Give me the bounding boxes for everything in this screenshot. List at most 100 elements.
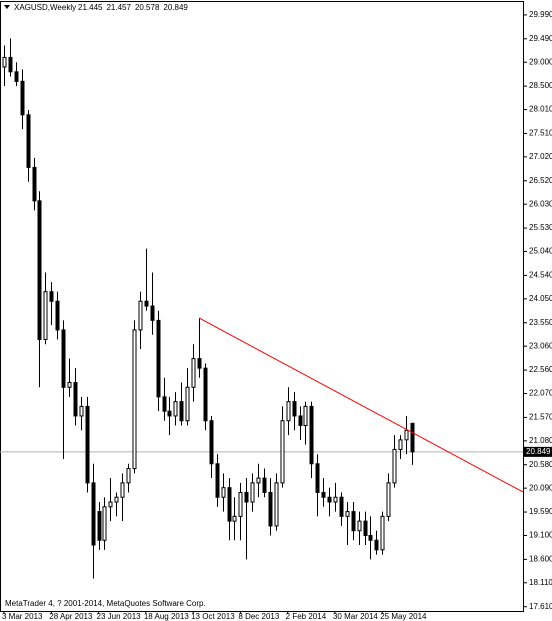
candle-body	[173, 401, 178, 417]
y-tick-label: 25.040	[529, 247, 552, 256]
candle-body	[268, 491, 273, 527]
header-value: 20.849	[163, 3, 188, 12]
candle-body	[298, 415, 303, 427]
candle-body	[392, 448, 397, 484]
y-tick-label: 27.510	[529, 129, 552, 138]
candle-body	[37, 200, 42, 340]
y-tick-label: 19.590	[529, 507, 552, 516]
y-tick-label: 29.990	[529, 10, 552, 19]
candle-body	[410, 422, 415, 453]
candle-body	[197, 358, 202, 369]
candle-body	[274, 482, 279, 527]
candle-body	[209, 420, 214, 465]
candle-body	[404, 429, 409, 441]
candle-body	[14, 71, 19, 82]
candle-body	[345, 511, 350, 517]
candle-body	[138, 300, 143, 331]
y-tick-label: 26.030	[529, 199, 552, 208]
candle-body	[191, 358, 196, 388]
y-tick-label: 23.550	[529, 318, 552, 327]
y-tick-label: 26.520	[529, 176, 552, 185]
candle-body	[232, 515, 237, 522]
candle-body	[156, 319, 161, 398]
candle-body	[256, 477, 261, 484]
footer: MetaTrader 4, ? 2001-2014, MetaQuotes So…	[5, 599, 206, 608]
x-tick-label: 13 Oct 2013	[191, 612, 235, 621]
candle-body	[339, 496, 344, 517]
y-tick-label: 21.570	[529, 413, 552, 422]
candle-body	[357, 520, 362, 532]
candle-body	[262, 477, 267, 493]
candle-body	[351, 511, 356, 532]
candle-body	[108, 501, 113, 508]
y-tick-label: 22.070	[529, 389, 552, 398]
candle-body	[114, 496, 119, 503]
header-value: 21.457	[106, 3, 131, 12]
candle-body	[203, 367, 208, 422]
price-box-label: 20.849	[526, 447, 551, 456]
x-tick-label: 25 May 2014	[380, 612, 427, 621]
candle-body	[386, 482, 391, 517]
candle-body	[303, 405, 308, 427]
y-tick-label: 25.530	[529, 223, 552, 232]
candle-body	[368, 534, 373, 541]
y-tick-label: 28.010	[529, 105, 552, 114]
candle-body	[315, 463, 320, 493]
candle-body	[309, 405, 314, 465]
candle-body	[280, 420, 285, 484]
x-tick-label: 8 Dec 2013	[238, 612, 279, 621]
candle-body	[333, 496, 338, 503]
candle-body	[144, 300, 149, 307]
x-tick-label: 23 Jun 2013	[97, 612, 142, 621]
header-value: 20.578	[135, 3, 160, 12]
candle-body	[162, 396, 167, 412]
candle-body	[126, 468, 131, 484]
y-tick-label: 24.050	[529, 294, 552, 303]
candle-body	[67, 382, 72, 388]
y-tick-label: 20.090	[529, 483, 552, 492]
candle-body	[244, 491, 249, 503]
candle-body	[167, 410, 172, 417]
candle-body	[321, 491, 326, 498]
candle-body	[150, 305, 155, 321]
candle-body	[185, 386, 190, 422]
candle-body	[79, 405, 84, 417]
candle-body	[61, 329, 66, 388]
candle-body	[91, 482, 96, 546]
candle-body	[120, 482, 125, 498]
y-tick-label: 28.500	[529, 81, 552, 90]
candle-body	[380, 515, 385, 551]
candle-body	[132, 329, 137, 470]
y-tick-label: 29.000	[529, 57, 552, 66]
y-tick-label: 18.110	[529, 578, 552, 587]
candle-body	[238, 491, 243, 517]
candle-body	[398, 439, 403, 450]
candle-body	[85, 405, 90, 484]
candle-body	[20, 80, 25, 116]
y-tick-label: 27.020	[529, 152, 552, 161]
y-tick-label: 29.490	[529, 34, 552, 43]
x-tick-label: 2 Feb 2014	[286, 612, 327, 621]
plot-frame	[0, 1, 524, 612]
candle-body	[97, 511, 102, 541]
candle-body	[102, 506, 107, 541]
price-box	[524, 446, 552, 457]
candle-body	[2, 56, 7, 68]
y-tick-label: 24.540	[529, 271, 552, 280]
y-tick-label: 17.610	[529, 602, 552, 611]
y-tick-label: 21.080	[529, 436, 552, 445]
candle-body	[363, 520, 368, 536]
candle-body	[32, 166, 37, 202]
y-tick-label: 20.580	[529, 460, 552, 469]
header-value: 21.445	[78, 3, 103, 12]
candle-body	[26, 114, 31, 168]
candle-body	[227, 487, 232, 522]
candle-body	[179, 401, 184, 422]
candle-body	[73, 382, 78, 417]
candle-body	[374, 539, 379, 551]
trendline	[198, 317, 524, 493]
candle-body	[55, 300, 60, 331]
x-tick-label: 30 Mar 2014	[333, 612, 378, 621]
y-tick-label: 23.060	[529, 341, 552, 350]
